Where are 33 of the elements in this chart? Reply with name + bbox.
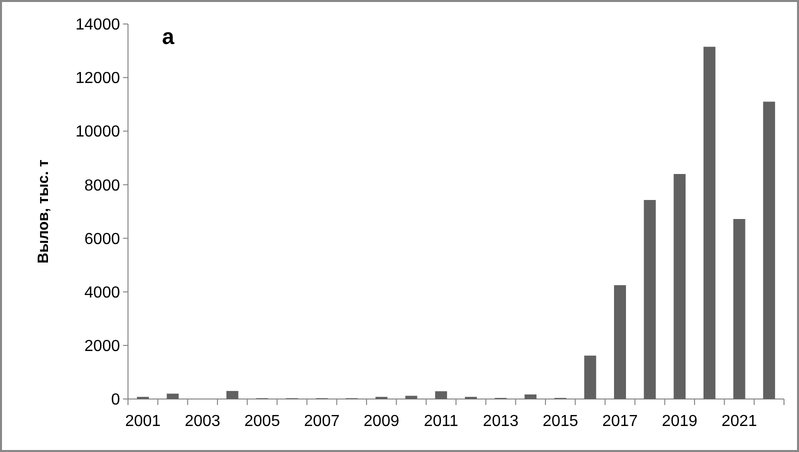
- x-tick-label: 2021: [721, 413, 758, 430]
- bar: [703, 46, 716, 399]
- bar: [524, 394, 537, 399]
- y-tick-label: 10000: [76, 124, 120, 141]
- y-tick-label: 12000: [76, 70, 120, 88]
- x-tick-label: 2001: [125, 413, 161, 430]
- x-tick-label: 2019: [662, 413, 698, 430]
- bar: [763, 102, 776, 399]
- bar: [584, 356, 596, 399]
- x-tick-label: 2015: [542, 413, 578, 430]
- y-tick-label: 14000: [76, 16, 120, 34]
- bar: [733, 219, 746, 399]
- bar: [405, 396, 418, 399]
- x-tick-label: 2003: [184, 413, 220, 430]
- bar: [644, 200, 656, 399]
- bar: [226, 390, 238, 399]
- y-axis-title: Вылов, тыс. т: [35, 160, 52, 264]
- bar: [166, 394, 179, 399]
- bar: [614, 285, 626, 399]
- x-tick-label: 2005: [244, 413, 280, 430]
- x-tick-label: 2011: [424, 413, 458, 430]
- x-tick-label: 2017: [602, 413, 638, 430]
- x-tick-label: 2009: [364, 413, 400, 430]
- y-tick-label: 2000: [84, 338, 120, 356]
- y-tick-label: 0: [111, 392, 120, 409]
- y-tick-label: 8000: [84, 177, 120, 194]
- x-tick-label: 2013: [482, 413, 519, 430]
- y-tick-label: 6000: [84, 230, 120, 248]
- chart-title: а: [162, 24, 175, 49]
- y-tick-label: 4000: [84, 284, 120, 302]
- bar: [674, 174, 686, 399]
- bar: [435, 391, 448, 399]
- x-tick-label: 2007: [304, 413, 340, 430]
